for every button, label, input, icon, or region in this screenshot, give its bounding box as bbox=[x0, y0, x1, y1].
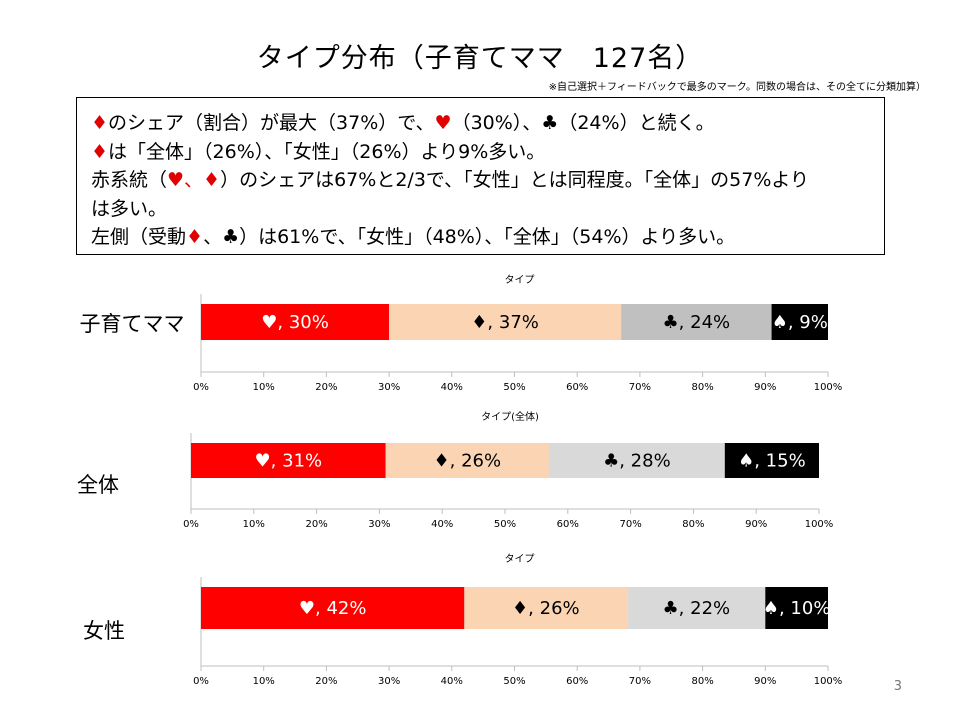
data-label: ♦, 26% bbox=[434, 451, 502, 472]
x-tick-label: 30% bbox=[368, 519, 390, 530]
x-tick-label: 0% bbox=[193, 382, 209, 393]
data-label: ♣, 24% bbox=[663, 312, 731, 333]
summary-line-4: は多い。 bbox=[91, 197, 168, 220]
classification-note: ※自己選択＋フィードバックで最多のマーク。同数の場合は、その全てに分類加算） bbox=[548, 82, 926, 93]
chart-title: タイプ bbox=[505, 274, 535, 286]
summary-line-5: 左側（受動♦、♣）は61%で、「女性」（48%）、「全体」（54%）より多い。 bbox=[91, 223, 870, 252]
x-tick-label: 20% bbox=[305, 519, 327, 530]
x-tick-label: 100% bbox=[814, 676, 843, 687]
summary-text: 赤系統（ bbox=[91, 169, 168, 191]
x-tick-label: 0% bbox=[183, 519, 199, 530]
summary-line-1: ♦のシェア（割合）が最大（37%）で、♥（30%）、♣（24%）と続く。 bbox=[91, 109, 870, 138]
x-tick-label: 40% bbox=[441, 382, 463, 393]
x-tick-label: 50% bbox=[503, 382, 525, 393]
summary-text: （30%）、♣（24%）と続く。 bbox=[451, 112, 715, 134]
x-tick-label: 60% bbox=[566, 676, 588, 687]
x-tick-label: 90% bbox=[754, 382, 776, 393]
bar-segment-diamond bbox=[464, 587, 628, 629]
summary-text: は「全体」（26%）、「女性」（26%）より9%多い。 bbox=[108, 140, 546, 163]
data-label: ♣, 28% bbox=[603, 451, 671, 472]
slide-title: タイプ分布（子育てママ 127名） bbox=[256, 43, 704, 74]
x-tick-label: 40% bbox=[441, 676, 463, 687]
bar-segment-diamond bbox=[389, 304, 622, 340]
bar-segment-club bbox=[627, 587, 766, 629]
x-tick-label: 70% bbox=[629, 382, 651, 393]
data-label: ♦, 37% bbox=[471, 312, 539, 333]
data-label: ♠, 10% bbox=[763, 598, 831, 619]
x-tick-label: 70% bbox=[619, 519, 641, 530]
category-label: 女性 bbox=[83, 619, 125, 643]
bar-segment-spade bbox=[765, 587, 828, 629]
bar-segment-heart bbox=[191, 443, 386, 478]
x-tick-label: 100% bbox=[814, 382, 843, 393]
x-tick-label: 30% bbox=[378, 676, 400, 687]
red-suits-glyphs: ♥、♦ bbox=[167, 169, 221, 191]
x-tick-label: 60% bbox=[557, 519, 579, 530]
x-tick-label: 10% bbox=[253, 676, 275, 687]
x-tick-label: 10% bbox=[253, 382, 275, 393]
heart-glyph: ♥ bbox=[434, 112, 452, 134]
bar-segment-spade bbox=[724, 443, 819, 478]
x-tick-label: 90% bbox=[745, 519, 767, 530]
diamond-glyph: ♦ bbox=[186, 226, 204, 248]
x-tick-label: 20% bbox=[315, 382, 337, 393]
bar-segment-diamond bbox=[385, 443, 549, 478]
summary-text: 、♣）は61%で、「女性」（48%）、「全体」（54%）より多い。 bbox=[203, 226, 736, 248]
data-label: ♠, 15% bbox=[738, 451, 806, 472]
x-tick-label: 50% bbox=[503, 676, 525, 687]
x-tick-label: 20% bbox=[315, 676, 337, 687]
bar-segment-heart bbox=[201, 587, 465, 629]
x-tick-label: 100% bbox=[805, 519, 834, 530]
page-number: 3 bbox=[893, 679, 902, 694]
x-tick-label: 80% bbox=[682, 519, 704, 530]
bar-segment-heart bbox=[201, 304, 390, 340]
bar-segment-club bbox=[621, 304, 772, 340]
data-label: ♣, 22% bbox=[663, 598, 731, 619]
summary-line-3: 赤系統（♥、♦）のシェアは67%と2/3で、「女性」とは同程度。「全体」の57%… bbox=[91, 166, 870, 195]
bar-segment-spade bbox=[771, 304, 828, 340]
data-label: ♥, 30% bbox=[261, 312, 329, 333]
category-label: 全体 bbox=[77, 473, 119, 497]
data-label: ♠, 9% bbox=[772, 312, 828, 333]
data-label: ♦, 26% bbox=[512, 598, 580, 619]
x-tick-label: 0% bbox=[193, 676, 209, 687]
x-tick-label: 80% bbox=[691, 382, 713, 393]
summary-line-2: ♦は「全体」（26%）、「女性」（26%）より9%多い。 bbox=[91, 138, 870, 167]
chart-title: タイプ bbox=[505, 553, 535, 565]
diamond-glyph: ♦ bbox=[91, 112, 109, 134]
summary-text: ）のシェアは67%と2/3で、「女性」とは同程度。「全体」の57%より bbox=[220, 169, 809, 191]
summary-text: のシェア（割合）が最大（37%）で、 bbox=[108, 112, 435, 134]
data-label: ♥, 42% bbox=[299, 598, 367, 619]
x-tick-label: 50% bbox=[494, 519, 516, 530]
x-tick-label: 10% bbox=[243, 519, 265, 530]
x-tick-label: 40% bbox=[431, 519, 453, 530]
x-tick-label: 90% bbox=[754, 676, 776, 687]
diamond-glyph: ♦ bbox=[91, 140, 109, 163]
x-tick-label: 80% bbox=[691, 676, 713, 687]
chart-title: タイプ(全体) bbox=[481, 410, 539, 423]
summary-text: 左側（受動 bbox=[91, 226, 187, 248]
x-tick-label: 70% bbox=[629, 676, 651, 687]
category-label: 子育てママ bbox=[80, 312, 185, 336]
summary-box: ♦のシェア（割合）が最大（37%）で、♥（30%）、♣（24%）と続く。 ♦は「… bbox=[76, 97, 885, 255]
x-tick-label: 60% bbox=[566, 382, 588, 393]
bar-segment-club bbox=[548, 443, 725, 478]
data-label: ♥, 31% bbox=[255, 451, 323, 472]
x-tick-label: 30% bbox=[378, 382, 400, 393]
